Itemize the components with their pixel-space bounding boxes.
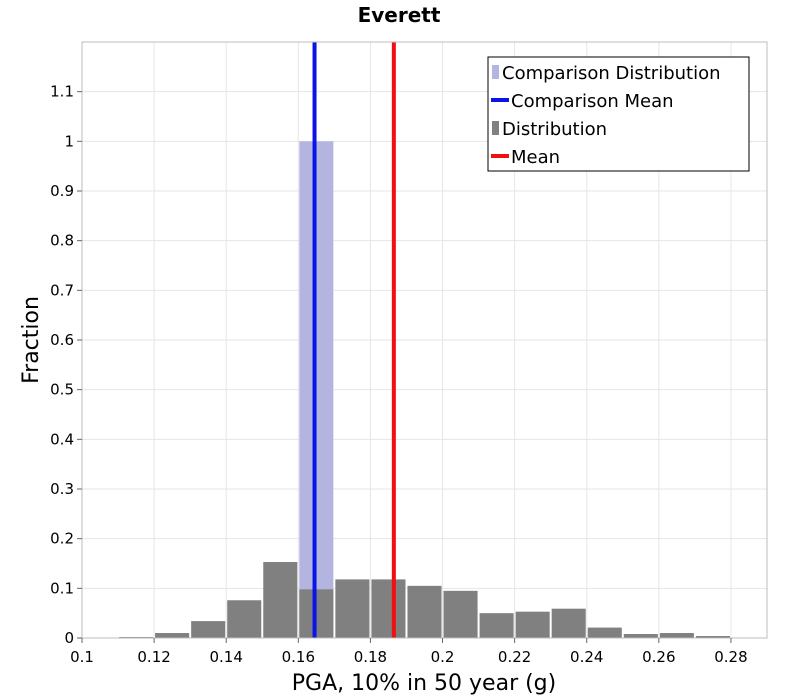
y-tick-label: 0.8 <box>50 232 74 250</box>
distribution-bar <box>263 562 298 638</box>
x-tick-label: 0.12 <box>137 648 170 666</box>
y-tick-label: 0.9 <box>50 182 74 200</box>
distribution-bar <box>623 634 658 638</box>
x-axis-title: PGA, 10% in 50 year (g) <box>292 671 556 696</box>
distribution-bar <box>371 579 406 638</box>
distribution-bar <box>659 633 694 638</box>
distribution-bar <box>155 633 190 638</box>
y-tick-label: 0.6 <box>50 331 74 349</box>
y-tick-label: 0.7 <box>50 281 74 299</box>
distribution-bar <box>443 590 478 638</box>
x-tick-label: 0.2 <box>431 648 455 666</box>
distribution-bar <box>695 636 730 638</box>
y-tick-label: 1.1 <box>50 83 74 101</box>
distribution-bar <box>587 627 622 638</box>
legend-swatch <box>492 121 499 135</box>
x-tick-label: 0.1 <box>70 648 94 666</box>
x-tick-label: 0.14 <box>210 648 243 666</box>
distribution-bar <box>407 585 442 638</box>
legend-box <box>487 56 750 172</box>
legend-swatch <box>492 65 499 79</box>
distribution-bar <box>551 608 586 638</box>
x-tick-label: 0.16 <box>282 648 315 666</box>
chart-title: Everett <box>358 3 441 27</box>
y-tick-label: 0.5 <box>50 381 74 399</box>
y-tick-label: 0.3 <box>50 480 74 498</box>
distribution-bar <box>479 613 514 638</box>
x-tick-label: 0.24 <box>570 648 603 666</box>
y-tick-label: 0 <box>64 629 74 647</box>
y-tick-label: 0.4 <box>50 430 74 448</box>
legend-label: Comparison Distribution <box>502 63 721 84</box>
x-tick-label: 0.22 <box>498 648 531 666</box>
y-tick-label: 0.1 <box>50 579 74 597</box>
legend-label: Mean <box>511 147 560 168</box>
legend-label: Comparison Mean <box>511 91 674 112</box>
distribution-bar <box>515 611 550 638</box>
distribution-bar <box>335 579 370 638</box>
legend: Comparison Distribution Comparison Mean Di… <box>487 56 750 172</box>
legend-label: Distribution <box>502 119 607 140</box>
distribution-bar <box>191 621 226 638</box>
x-tick-label: 0.28 <box>714 648 747 666</box>
x-tick-label: 0.18 <box>354 648 387 666</box>
y-axis-title: Fraction <box>19 296 44 384</box>
distribution-bar <box>227 600 262 638</box>
x-tick-label: 0.26 <box>642 648 675 666</box>
y-tick-label: 1 <box>64 132 74 150</box>
y-tick-label: 0.2 <box>50 530 74 548</box>
